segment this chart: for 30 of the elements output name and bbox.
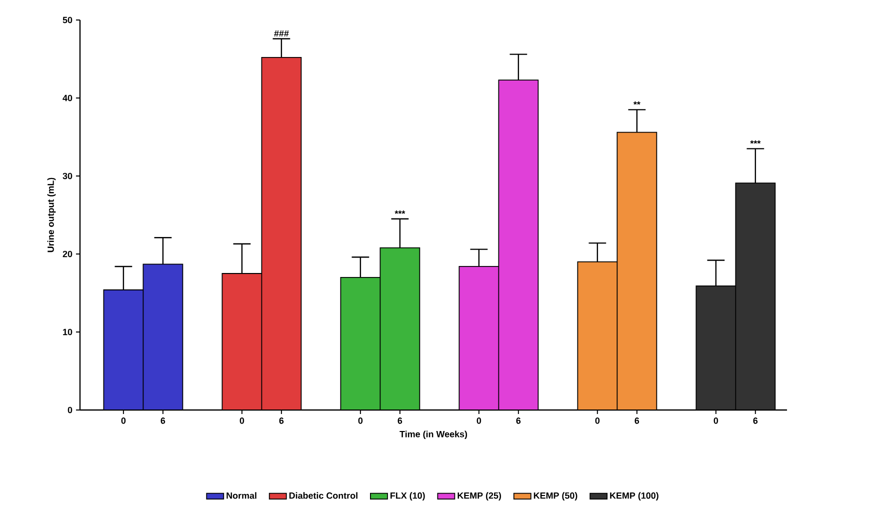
y-tick-label: 10 (63, 328, 72, 336)
x-tick-label: 0 (476, 418, 482, 424)
x-axis-title: Time (in Weeks) (400, 430, 468, 440)
x-tick-label: 0 (358, 418, 363, 424)
x-tick-label: 0 (595, 418, 600, 424)
annotation: *** (394, 210, 406, 214)
legend-label: KEMP (50) (534, 492, 578, 501)
x-tick-label: 0 (714, 418, 718, 424)
x-tick-label: 6 (753, 418, 758, 424)
legend-label: KEMP (100) (610, 492, 658, 501)
x-tick-label: 6 (516, 418, 521, 424)
legend-label: Diabetic Control (289, 492, 358, 499)
y-tick-label: 40 (62, 94, 72, 102)
annotation: ** (633, 101, 640, 105)
x-tick-label: 6 (279, 418, 284, 424)
x-tick-label: 6 (160, 418, 166, 424)
x-tick-label: 0 (240, 418, 244, 424)
x-tick-label: 6 (398, 418, 402, 424)
annotation: *** (750, 140, 761, 144)
y-tick-label: 20 (62, 250, 72, 258)
legend-label: Normal (226, 492, 256, 499)
y-tick-label: 30 (62, 172, 72, 180)
annotation: ### (274, 30, 289, 37)
y-tick-label: 50 (62, 16, 72, 24)
y-axis-title: Urine output (mL) (47, 178, 56, 252)
legend-label: KEMP (25) (458, 492, 502, 501)
legend-label: FLX (10) (390, 492, 425, 501)
x-tick-label: 6 (634, 418, 640, 424)
y-tick-label: 0 (68, 406, 72, 414)
x-tick-label: 0 (121, 418, 126, 424)
